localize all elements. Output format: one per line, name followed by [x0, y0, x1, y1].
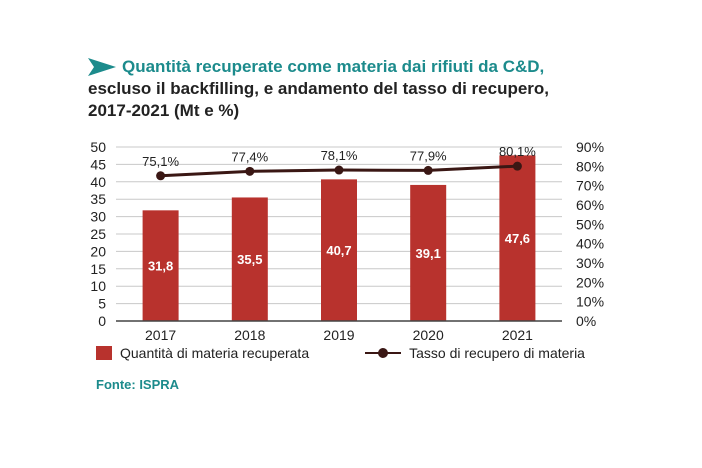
x-tick-label: 2019 — [323, 327, 354, 340]
x-tick-label: 2021 — [502, 327, 533, 340]
rate-point — [423, 165, 433, 175]
rate-point — [156, 171, 166, 181]
rate-data-label: 80,1% — [499, 144, 536, 159]
legend-item-line: Tasso di recupero di materia — [365, 345, 585, 361]
y-right-tick-label: 70% — [576, 178, 604, 194]
y-right-tick-label: 50% — [576, 216, 604, 232]
y-left-tick-label: 30 — [90, 209, 106, 225]
title-line-2: escluso il backfilling, e andamento del … — [88, 79, 550, 98]
rate-data-label: 77,9% — [410, 148, 447, 163]
y-left-tick-label: 20 — [90, 243, 106, 259]
bar-data-label: 40,7 — [326, 243, 351, 258]
legend-label-bars: Quantità di materia recuperata — [120, 345, 310, 361]
bar-data-label: 35,5 — [237, 252, 262, 267]
rate-point — [334, 165, 344, 175]
bar — [231, 197, 268, 321]
rate-data-label: 78,1% — [321, 148, 358, 163]
y-left-tick-label: 35 — [90, 191, 106, 207]
y-left-tick-label: 25 — [90, 226, 106, 242]
bar-data-label: 39,1 — [416, 246, 441, 261]
rate-data-label: 77,4% — [231, 149, 268, 164]
y-left-tick-label: 5 — [98, 296, 106, 312]
y-right-tick-label: 80% — [576, 158, 604, 174]
chart-title: Quantità recuperate come materia dai rif… — [88, 56, 688, 122]
y-right-tick-label: 0% — [576, 313, 596, 329]
x-tick-label: 2020 — [413, 327, 444, 340]
rate-data-label: 75,1% — [142, 154, 179, 169]
source-note: Fonte: ISPRA — [96, 377, 180, 392]
bar-data-label: 47,6 — [505, 231, 530, 246]
y-left-tick-label: 10 — [90, 278, 106, 294]
y-right-tick-label: 60% — [576, 197, 604, 213]
bar — [321, 179, 357, 321]
y-right-tick-label: 30% — [576, 255, 604, 271]
x-tick-label: 2018 — [234, 327, 265, 340]
y-right-tick-label: 40% — [576, 236, 604, 252]
legend: Quantità di materia recuperata Tasso di … — [96, 345, 641, 361]
y-right-tick-label: 20% — [576, 274, 604, 290]
legend-label-line: Tasso di recupero di materia — [409, 345, 585, 361]
y-left-tick-label: 50 — [90, 139, 106, 155]
bar-data-label: 31,8 — [148, 259, 173, 274]
legend-swatch-bar — [96, 346, 112, 360]
bar — [142, 210, 179, 321]
legend-swatch-line — [365, 346, 402, 360]
rate-point — [512, 161, 522, 171]
y-right-tick-label: 10% — [576, 294, 604, 310]
title-line-3: 2017-2021 (Mt e %) — [88, 101, 240, 120]
arrow-icon — [88, 58, 116, 76]
legend-item-bars: Quantità di materia recuperata — [96, 345, 309, 361]
y-left-tick-label: 40 — [90, 174, 106, 190]
y-right-tick-label: 90% — [576, 139, 604, 155]
rate-point — [245, 166, 255, 176]
y-left-tick-label: 15 — [90, 261, 106, 277]
x-tick-label: 2017 — [145, 327, 176, 340]
bar — [410, 184, 447, 321]
y-left-tick-label: 0 — [98, 313, 106, 329]
bar — [499, 155, 536, 321]
title-line-1: Quantità recuperate come materia dai rif… — [122, 57, 545, 76]
y-left-tick-label: 45 — [90, 156, 106, 172]
